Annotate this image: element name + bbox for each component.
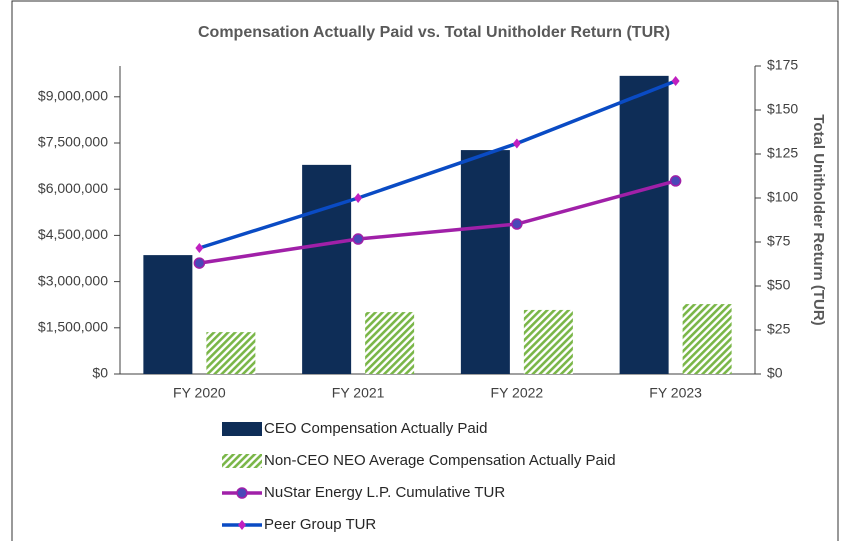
y2-axis-title: Total Unitholder Return (TUR) bbox=[810, 114, 827, 325]
bar bbox=[206, 332, 256, 374]
bar bbox=[143, 255, 193, 374]
x-tick-label: FY 2022 bbox=[491, 385, 544, 401]
y-tick-label: $7,500,000 bbox=[38, 134, 108, 150]
y-tick-label: $1,500,000 bbox=[38, 319, 108, 335]
y-tick-label: $0 bbox=[92, 365, 108, 381]
chart-title: Compensation Actually Paid vs. Total Uni… bbox=[198, 24, 670, 41]
line-marker bbox=[193, 257, 206, 269]
bar bbox=[460, 150, 510, 374]
line-marker bbox=[354, 193, 363, 203]
line-marker bbox=[671, 75, 680, 86]
legend-marker bbox=[238, 520, 246, 530]
y2-tick-label: $175 bbox=[767, 57, 798, 73]
bar bbox=[619, 75, 669, 374]
y-tick-label: $4,500,000 bbox=[38, 226, 108, 242]
y2-tick-label: $25 bbox=[767, 321, 791, 337]
y2-tick-label: $75 bbox=[767, 233, 791, 249]
bar bbox=[365, 312, 415, 374]
line-marker bbox=[352, 233, 364, 245]
x-tick-label: FY 2020 bbox=[173, 385, 226, 401]
line bbox=[198, 79, 677, 250]
legend-marker bbox=[236, 487, 248, 499]
legend-label: NuStar Energy L.P. Cumulative TUR bbox=[264, 484, 505, 501]
bar bbox=[302, 164, 352, 374]
y-tick-label: $3,000,000 bbox=[38, 272, 108, 288]
x-tick-label: FY 2023 bbox=[649, 385, 702, 401]
y2-tick-label: $125 bbox=[767, 145, 798, 161]
line-marker bbox=[511, 218, 523, 230]
bar bbox=[682, 304, 732, 374]
legend-swatch bbox=[222, 422, 262, 436]
y2-tick-label: $150 bbox=[767, 101, 798, 117]
bar bbox=[523, 309, 573, 374]
line-marker bbox=[669, 175, 682, 187]
line-marker bbox=[512, 138, 521, 149]
line bbox=[199, 179, 677, 265]
y2-tick-label: $100 bbox=[767, 189, 798, 205]
legend-label: Non-CEO NEO Average Compensation Actuall… bbox=[264, 452, 616, 469]
y-tick-label: $9,000,000 bbox=[38, 88, 108, 104]
y2-tick-label: $0 bbox=[767, 365, 783, 381]
frame bbox=[11, 0, 839, 541]
y2-tick-label: $50 bbox=[767, 277, 791, 293]
x-tick-label: FY 2021 bbox=[332, 385, 385, 401]
line-marker bbox=[195, 242, 204, 253]
legend-label: Peer Group TUR bbox=[264, 516, 376, 533]
legend-label: CEO Compensation Actually Paid bbox=[264, 420, 487, 437]
legend-swatch bbox=[222, 454, 262, 468]
y-tick-label: $6,000,000 bbox=[38, 180, 108, 196]
